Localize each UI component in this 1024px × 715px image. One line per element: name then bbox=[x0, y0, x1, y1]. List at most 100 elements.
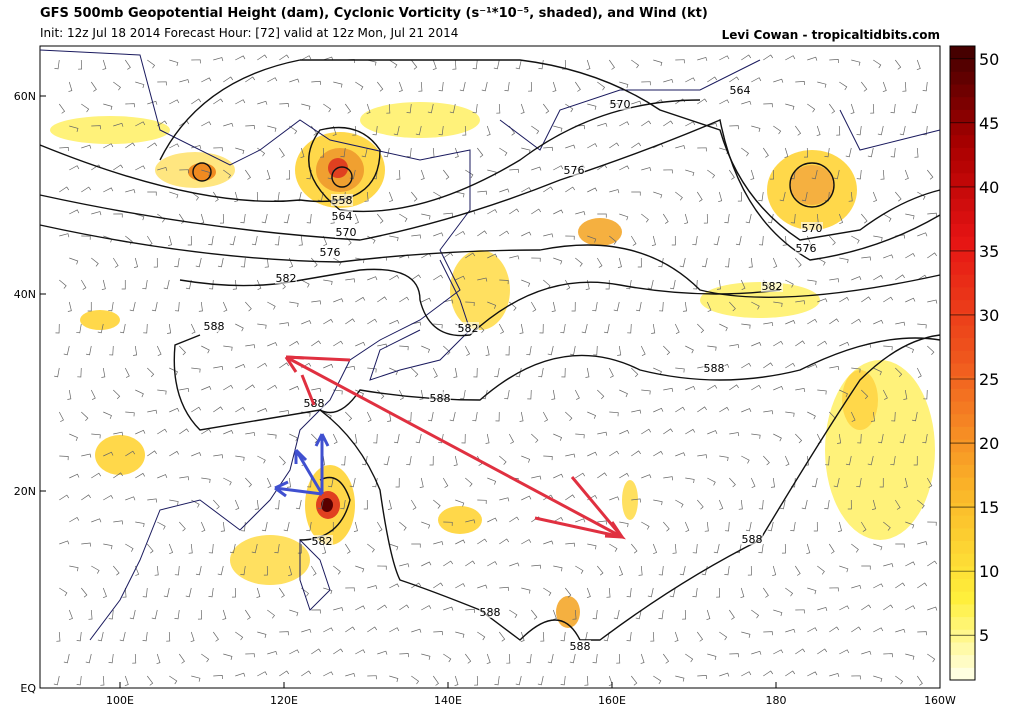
wind-barb bbox=[169, 675, 178, 685]
wind-barb bbox=[389, 274, 400, 281]
wind-barb bbox=[773, 301, 783, 307]
wind-barb bbox=[157, 120, 168, 127]
wind-barb bbox=[472, 103, 478, 114]
contour-labels: 570 564 576 558 564 570 576 582 570 576 582 588 582 5… bbox=[203, 84, 823, 653]
wind-barb bbox=[813, 521, 818, 532]
wind-barb bbox=[520, 631, 525, 643]
wind-barb bbox=[706, 609, 711, 621]
wind-barb bbox=[770, 477, 775, 488]
colorbar-step bbox=[950, 591, 975, 605]
wind-barb bbox=[279, 631, 289, 636]
wind-barb bbox=[674, 323, 680, 335]
wind-barb bbox=[539, 323, 544, 334]
wind-barb bbox=[289, 78, 300, 83]
wind-barb bbox=[526, 653, 532, 664]
wind-barb bbox=[223, 76, 234, 83]
wind-barb bbox=[157, 521, 166, 530]
wind-barb bbox=[724, 213, 730, 224]
wind-barb bbox=[817, 648, 828, 655]
wind-barb bbox=[851, 59, 861, 66]
wind-barb bbox=[570, 345, 576, 356]
wind-barb bbox=[640, 653, 645, 664]
colorbar-step bbox=[950, 134, 975, 148]
colorbar-step bbox=[950, 223, 975, 237]
wind-barb bbox=[647, 587, 654, 598]
lon-label: 180 bbox=[766, 694, 787, 707]
wind-barb bbox=[741, 455, 750, 464]
wind-barb bbox=[461, 433, 466, 444]
wind-barb bbox=[785, 411, 795, 417]
wind-barb bbox=[685, 77, 696, 83]
wind-barb bbox=[873, 59, 882, 69]
wind-barb bbox=[90, 81, 97, 92]
wind-barb bbox=[856, 477, 862, 488]
wind-barb bbox=[724, 521, 730, 532]
wind-barb bbox=[135, 389, 144, 398]
wind-barb bbox=[816, 125, 821, 137]
wind-barb bbox=[564, 279, 571, 290]
wind-barb bbox=[108, 653, 114, 664]
wind-barb bbox=[91, 257, 99, 267]
wind-barb bbox=[134, 565, 140, 576]
wind-barb bbox=[521, 495, 532, 501]
wind-barb bbox=[860, 521, 867, 532]
wind-barb bbox=[376, 521, 383, 532]
colorbar-step bbox=[950, 71, 975, 85]
wind-barb bbox=[697, 499, 704, 510]
wind-barb bbox=[389, 367, 398, 376]
wind-barb bbox=[421, 297, 432, 303]
wind-barb bbox=[353, 521, 358, 532]
wind-barb bbox=[729, 477, 736, 488]
wind-barb bbox=[740, 587, 745, 599]
colorbar-step bbox=[950, 147, 975, 161]
wind-barb bbox=[328, 477, 334, 488]
wind-barb bbox=[817, 606, 828, 611]
wind-barb bbox=[663, 78, 674, 83]
colorbar-step bbox=[950, 388, 975, 402]
wind-barb bbox=[597, 213, 607, 218]
wind-barb bbox=[861, 650, 872, 655]
colorbar-step bbox=[950, 603, 975, 618]
wind-barb bbox=[905, 561, 916, 567]
wind-barb bbox=[323, 627, 334, 633]
wind-barb bbox=[603, 631, 610, 642]
wind-barb bbox=[234, 499, 240, 511]
wind-barb bbox=[103, 143, 114, 149]
wind-barb bbox=[499, 188, 510, 193]
wind-barb bbox=[442, 169, 450, 180]
wind-barb bbox=[704, 521, 709, 532]
wind-barb bbox=[69, 257, 79, 265]
wind-barb bbox=[504, 389, 510, 400]
wind-barb bbox=[264, 257, 269, 268]
wind-barb bbox=[890, 103, 896, 114]
wind-barb bbox=[301, 279, 310, 288]
wind-barb bbox=[807, 627, 818, 633]
wind-barb bbox=[464, 653, 472, 664]
wind-barb bbox=[125, 543, 134, 552]
wind-barb bbox=[663, 428, 673, 435]
wind-barb bbox=[581, 323, 588, 334]
wind-barb bbox=[377, 389, 385, 400]
contour-label: 588 bbox=[704, 362, 725, 375]
wind-barb bbox=[147, 142, 158, 149]
wind-barb bbox=[323, 279, 333, 286]
colorbar-step bbox=[950, 616, 975, 630]
wind-barb bbox=[473, 367, 478, 378]
annotation-arrows bbox=[274, 355, 626, 540]
colorbar-step bbox=[950, 426, 975, 440]
wind-barb bbox=[274, 235, 280, 246]
wind-barb bbox=[486, 653, 491, 665]
contour-label: 588 bbox=[570, 640, 591, 653]
wind-barb bbox=[713, 543, 720, 554]
wind-barb bbox=[763, 322, 774, 327]
wind-barb bbox=[323, 103, 332, 113]
wind-barb bbox=[58, 103, 66, 114]
wind-barb bbox=[465, 608, 475, 613]
wind-barb bbox=[631, 498, 641, 503]
wind-barb bbox=[707, 122, 718, 127]
wind-barb bbox=[597, 472, 607, 479]
wind-barb bbox=[465, 301, 475, 307]
wind-barb bbox=[521, 279, 531, 287]
wind-barb bbox=[653, 675, 662, 685]
wind-barb bbox=[411, 582, 422, 589]
